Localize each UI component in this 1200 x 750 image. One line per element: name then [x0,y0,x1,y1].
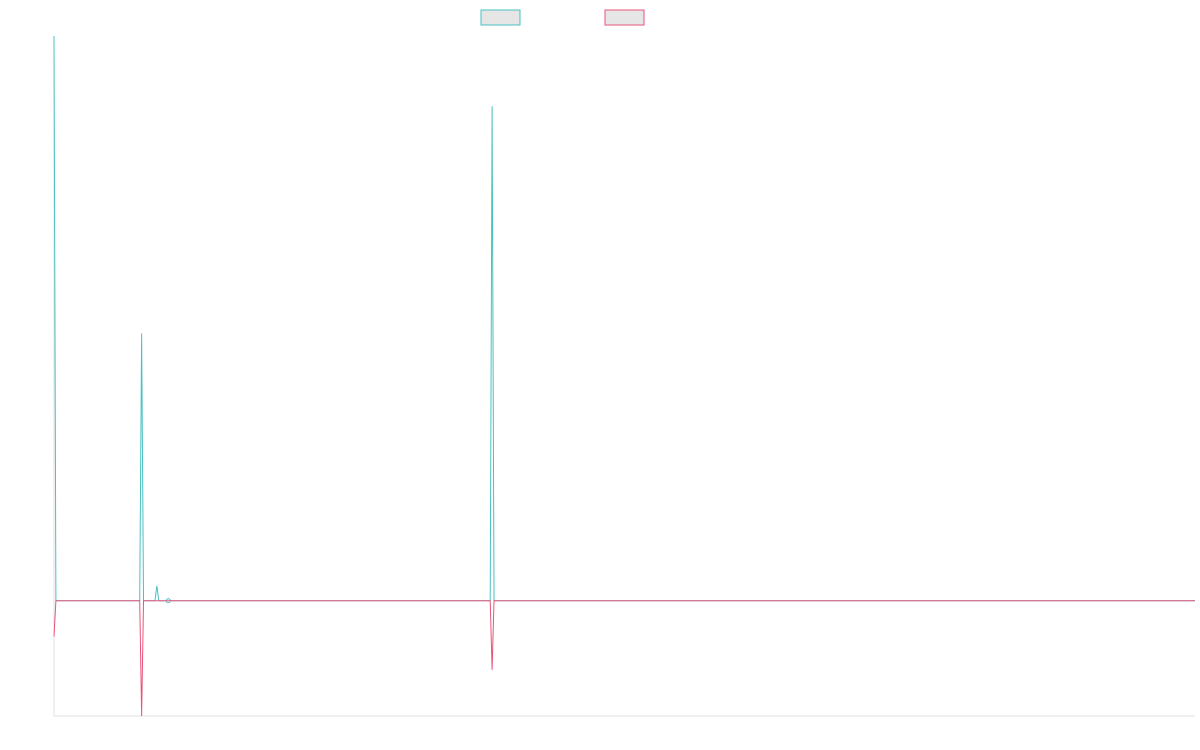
legend-swatch-series-1[interactable] [480,9,521,26]
series-1-line [53,35,1195,602]
series-2-line [53,600,1195,717]
series-layer [53,35,1195,717]
axes [53,36,1195,717]
legend-swatch-series-2[interactable] [604,9,645,26]
legend [480,9,645,26]
